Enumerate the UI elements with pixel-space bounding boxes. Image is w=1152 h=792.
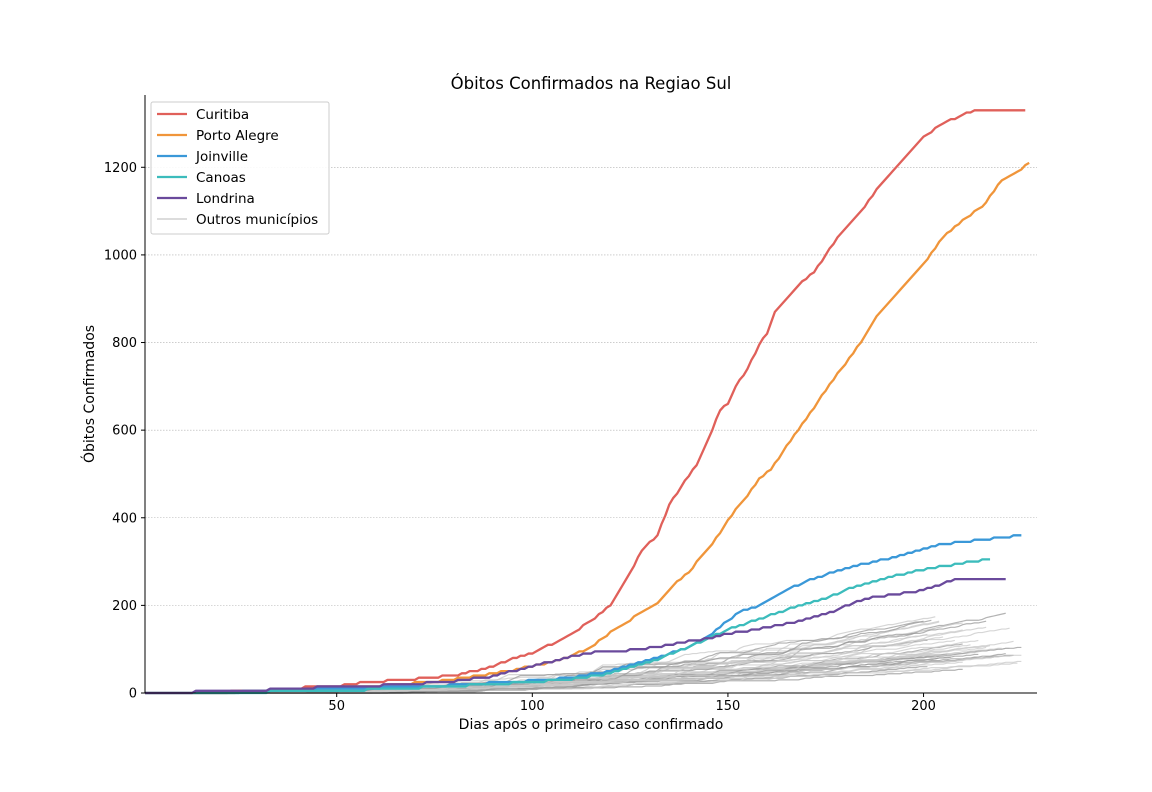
series-line-canoas — [145, 558, 991, 695]
legend: Curitiba Porto Alegre Joinville Canoas Londr… — [150, 101, 330, 235]
y-tick-label: 200 — [112, 599, 137, 614]
other-municipality-line — [145, 629, 963, 694]
legend-label: Outros municípios — [196, 212, 318, 228]
legend-label: Porto Alegre — [196, 128, 279, 144]
y-tick-label: 600 — [112, 424, 137, 439]
axes — [144, 95, 1037, 694]
x-tick-label: 200 — [911, 699, 936, 714]
y-tick-label: 400 — [112, 511, 137, 526]
legend-label: Joinville — [195, 149, 248, 165]
x-tick-label: 50 — [328, 699, 345, 714]
x-tick-label: 150 — [716, 699, 741, 714]
series-line-porto-alegre — [145, 161, 1030, 695]
y-tick-label: 0 — [129, 687, 137, 702]
x-tick-label: 100 — [520, 699, 545, 714]
ticks: 50 100 150 200 0 200 400 600 800 1000 1200 — [104, 161, 936, 714]
series-lines — [145, 109, 1030, 695]
legend-label: Londrina — [196, 191, 255, 207]
legend-label: Curitiba — [196, 107, 249, 123]
y-tick-label: 1200 — [104, 161, 137, 176]
series-line-londrina — [145, 577, 1006, 695]
x-axis-label: Dias após o primeiro caso confirmado — [459, 717, 724, 733]
chart-title: Óbitos Confirmados na Regiao Sul — [451, 74, 732, 93]
y-tick-label: 800 — [112, 336, 137, 351]
legend-label: Canoas — [196, 170, 246, 186]
y-tick-label: 1000 — [104, 248, 137, 263]
legend-box — [150, 101, 330, 235]
y-axis-label: Óbitos Confirmados — [80, 325, 98, 463]
